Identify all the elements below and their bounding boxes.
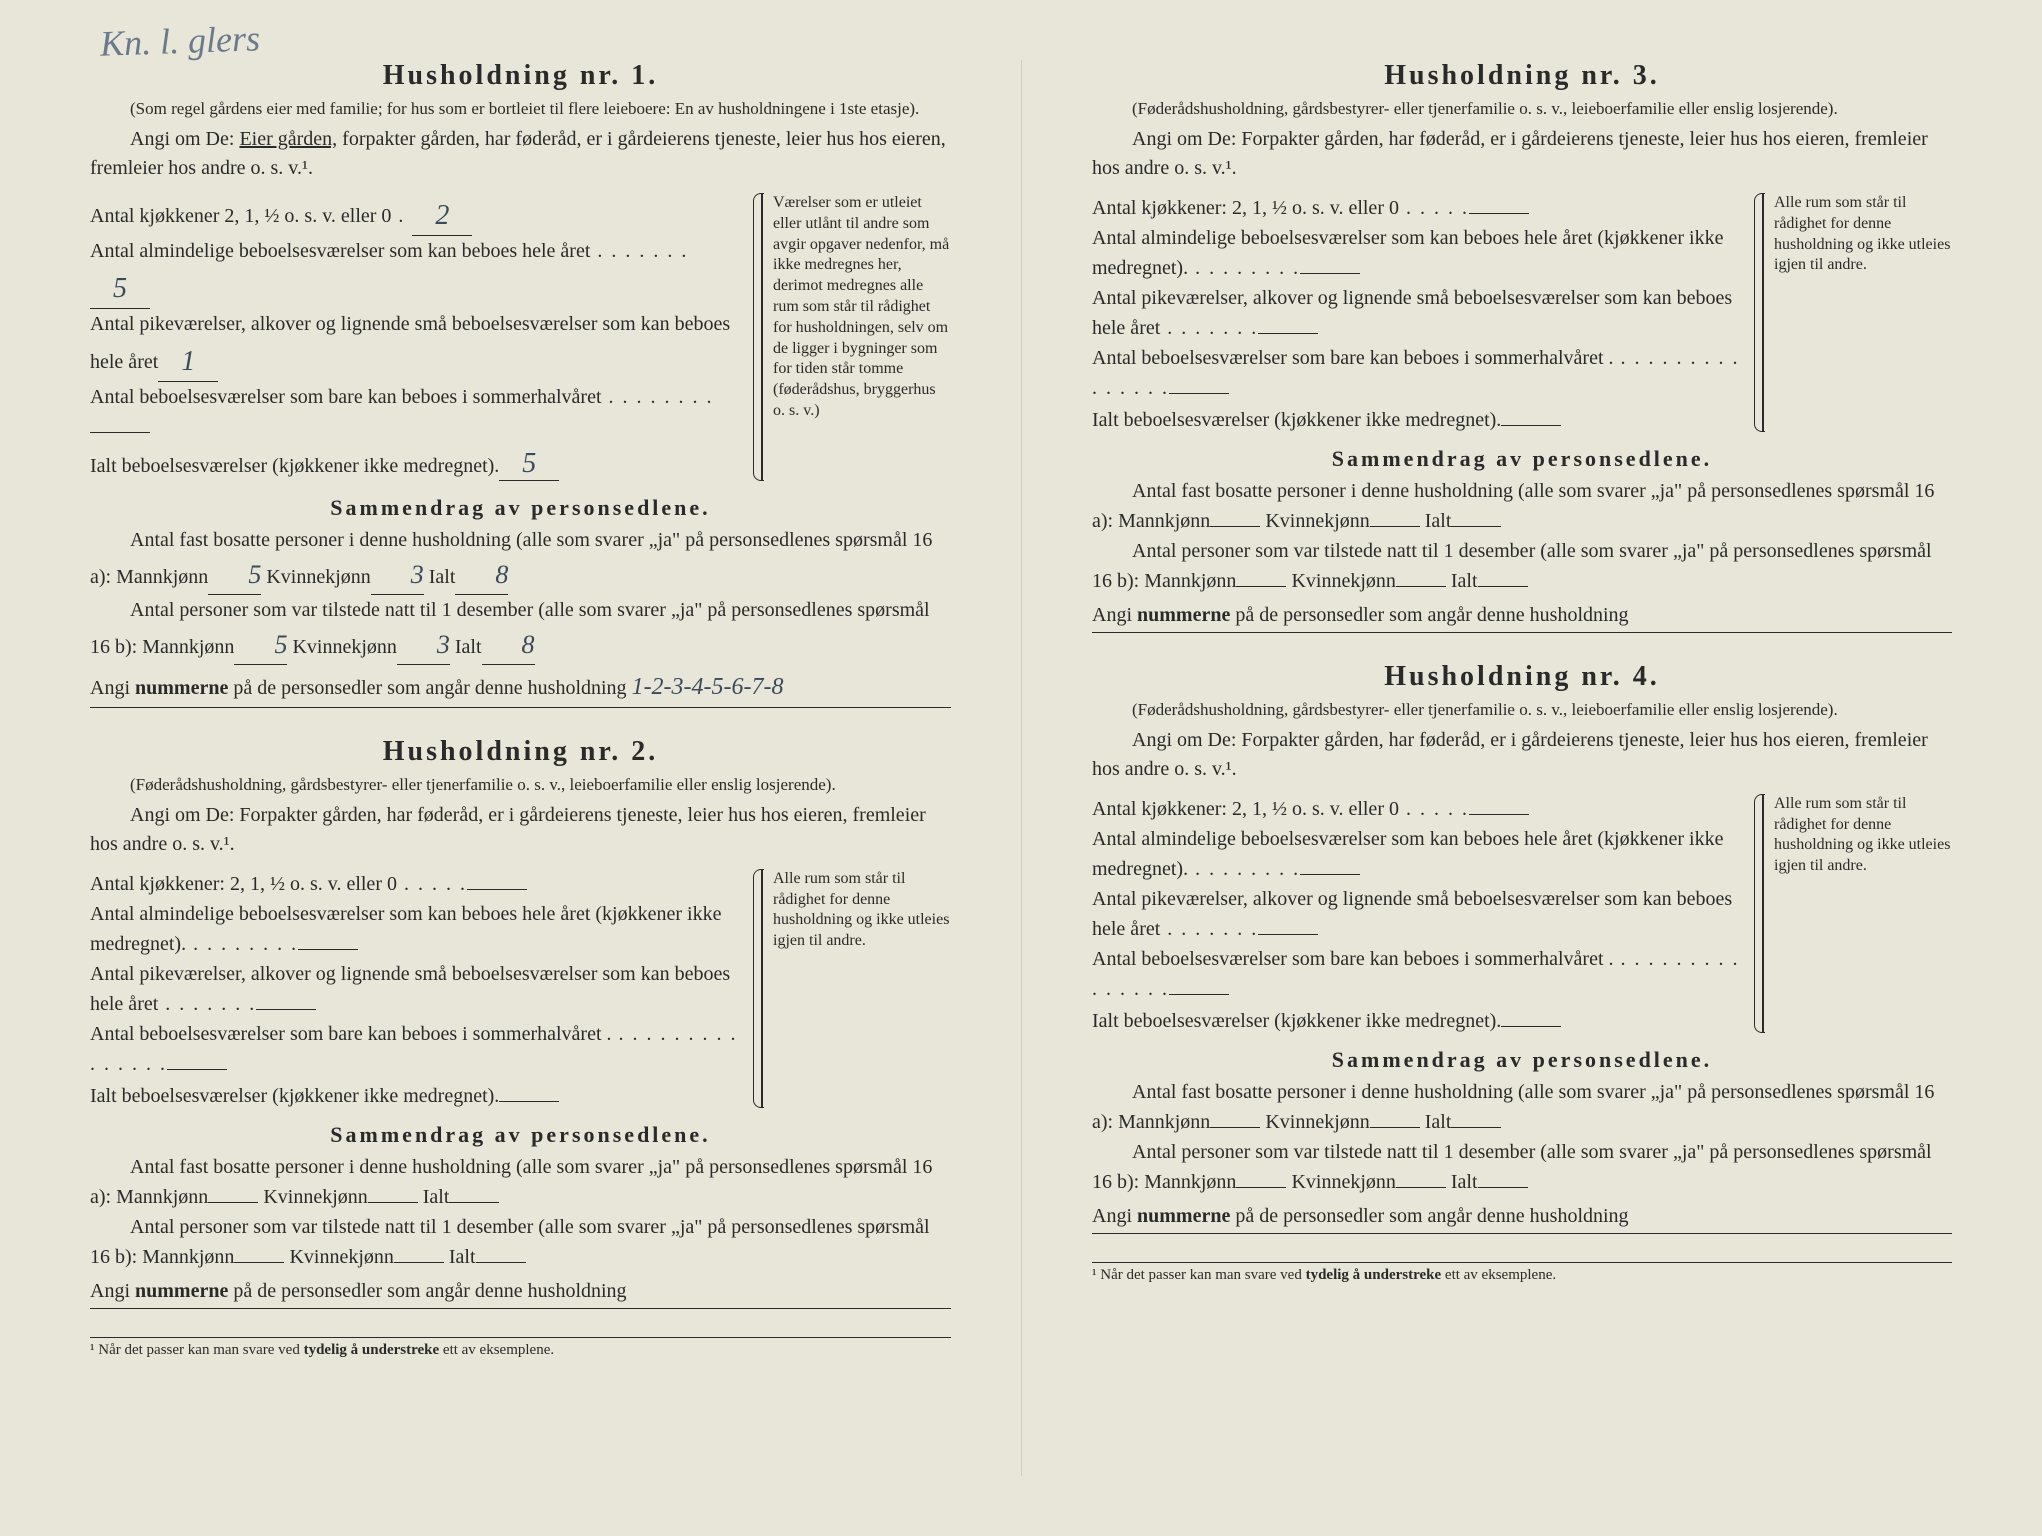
- side-note: Alle rum som står til rådighet for denne…: [1762, 193, 1952, 432]
- footnote-left: ¹ Når det passer kan man svare ved tydel…: [90, 1337, 951, 1359]
- footnote-right: ¹ Når det passer kan man svare ved tydel…: [1092, 1262, 1952, 1284]
- total-line: Ialt beboelsesværelser (kjøkkener ikke m…: [90, 448, 749, 481]
- household-title: Husholdning nr. 1.: [90, 60, 951, 92]
- summary-heading: Sammendrag av personsedlene.: [1092, 1047, 1952, 1073]
- form-line: Antal pikeværelser, alkover og lignende …: [90, 959, 749, 1019]
- summary-heading: Sammendrag av personsedlene.: [1092, 446, 1952, 472]
- household-section-3: Husholdning nr. 3. (Føderådshusholdning, …: [1092, 60, 1952, 633]
- total-line: Ialt beboelsesværelser (kjøkkener ikke m…: [90, 1085, 749, 1108]
- summary-line: Antal fast bosatte personer i denne hush…: [1092, 476, 1952, 536]
- pencil-annotation: Kn. l. glers: [99, 17, 260, 65]
- household-subtitle: (Føderådshusholdning, gårdsbestyrer- ell…: [90, 774, 951, 797]
- form-line: Antal almindelige beboelsesværelser som …: [90, 899, 749, 959]
- form-line: Antal pikeværelser, alkover og lignende …: [1092, 884, 1750, 944]
- summary-line: Antal fast bosatte personer i denne hush…: [1092, 1077, 1952, 1137]
- household-instruction: Angi om De: Eier gården, forpakter gårde…: [90, 125, 951, 183]
- right-page: Husholdning nr. 3. (Føderådshusholdning, …: [1021, 60, 2042, 1476]
- form-line: Antal kjøkkener: 2, 1, ½ o. s. v. eller …: [1092, 794, 1750, 824]
- household-title: Husholdning nr. 2.: [90, 736, 951, 768]
- summary-line: Antal fast bosatte personer i denne hush…: [90, 1152, 951, 1212]
- summary-line: Antal fast bosatte personer i denne hush…: [90, 525, 951, 595]
- summary-heading: Sammendrag av personsedlene.: [90, 1122, 951, 1148]
- household-instruction: Angi om De: Forpakter gården, har føderå…: [1092, 125, 1952, 183]
- form-line: Antal almindelige beboelsesværelser som …: [1092, 223, 1750, 283]
- household-title: Husholdning nr. 4.: [1092, 661, 1952, 693]
- summary-line: Antal personer som var tilstede natt til…: [90, 595, 951, 665]
- side-note: Alle rum som står til rådighet for denne…: [1762, 794, 1952, 1033]
- form-line: Antal kjøkkener: 2, 1, ½ o. s. v. eller …: [90, 869, 749, 899]
- household-section-1: Husholdning nr. 1. (Som regel gårdens eie…: [90, 60, 951, 708]
- numbers-line: Angi nummerne på de personsedler som ang…: [90, 669, 951, 708]
- household-title: Husholdning nr. 3.: [1092, 60, 1952, 92]
- total-line: Ialt beboelsesværelser (kjøkkener ikke m…: [1092, 1010, 1750, 1033]
- form-line: Antal beboelsesværelser som bare kan beb…: [90, 1019, 749, 1079]
- household-instruction: Angi om De: Forpakter gården, har føderå…: [1092, 726, 1952, 784]
- household-subtitle: (Som regel gårdens eier med familie; for…: [90, 98, 951, 121]
- household-subtitle: (Føderådshusholdning, gårdsbestyrer- ell…: [1092, 699, 1952, 722]
- household-instruction: Angi om De: Forpakter gården, har føderå…: [90, 801, 951, 859]
- form-line: Antal beboelsesværelser som bare kan beb…: [90, 382, 749, 442]
- side-note: Værelser som er utleiet eller utlånt til…: [761, 193, 951, 481]
- form-line: Antal kjøkkener 2, 1, ½ o. s. v. eller 0…: [90, 193, 749, 236]
- summary-line: Antal personer som var tilstede natt til…: [1092, 1137, 1952, 1197]
- summary-line: Antal personer som var tilstede natt til…: [1092, 536, 1952, 596]
- form-line: Antal pikeværelser, alkover og lignende …: [90, 309, 749, 382]
- summary-line: Antal personer som var tilstede natt til…: [90, 1212, 951, 1272]
- side-note: Alle rum som står til rådighet for denne…: [761, 869, 951, 1108]
- total-line: Ialt beboelsesværelser (kjøkkener ikke m…: [1092, 409, 1750, 432]
- household-section-2: Husholdning nr. 2. (Føderådshusholdning, …: [90, 736, 951, 1309]
- household-section-4: Husholdning nr. 4. (Føderådshusholdning, …: [1092, 661, 1952, 1234]
- form-line: Antal beboelsesværelser som bare kan beb…: [1092, 343, 1750, 403]
- numbers-line: Angi nummerne på de personsedler som ang…: [1092, 600, 1952, 633]
- numbers-line: Angi nummerne på de personsedler som ang…: [90, 1276, 951, 1309]
- summary-heading: Sammendrag av personsedlene.: [90, 495, 951, 521]
- form-line: Antal almindelige beboelsesværelser som …: [1092, 824, 1750, 884]
- form-line: Antal beboelsesværelser som bare kan beb…: [1092, 944, 1750, 1004]
- form-line: Antal almindelige beboelsesværelser som …: [90, 236, 749, 309]
- form-line: Antal pikeværelser, alkover og lignende …: [1092, 283, 1750, 343]
- left-page: Kn. l. glers Husholdning nr. 1.(Som rege…: [0, 60, 1021, 1476]
- form-line: Antal kjøkkener: 2, 1, ½ o. s. v. eller …: [1092, 193, 1750, 223]
- numbers-line: Angi nummerne på de personsedler som ang…: [1092, 1201, 1952, 1234]
- household-subtitle: (Føderådshusholdning, gårdsbestyrer- ell…: [1092, 98, 1952, 121]
